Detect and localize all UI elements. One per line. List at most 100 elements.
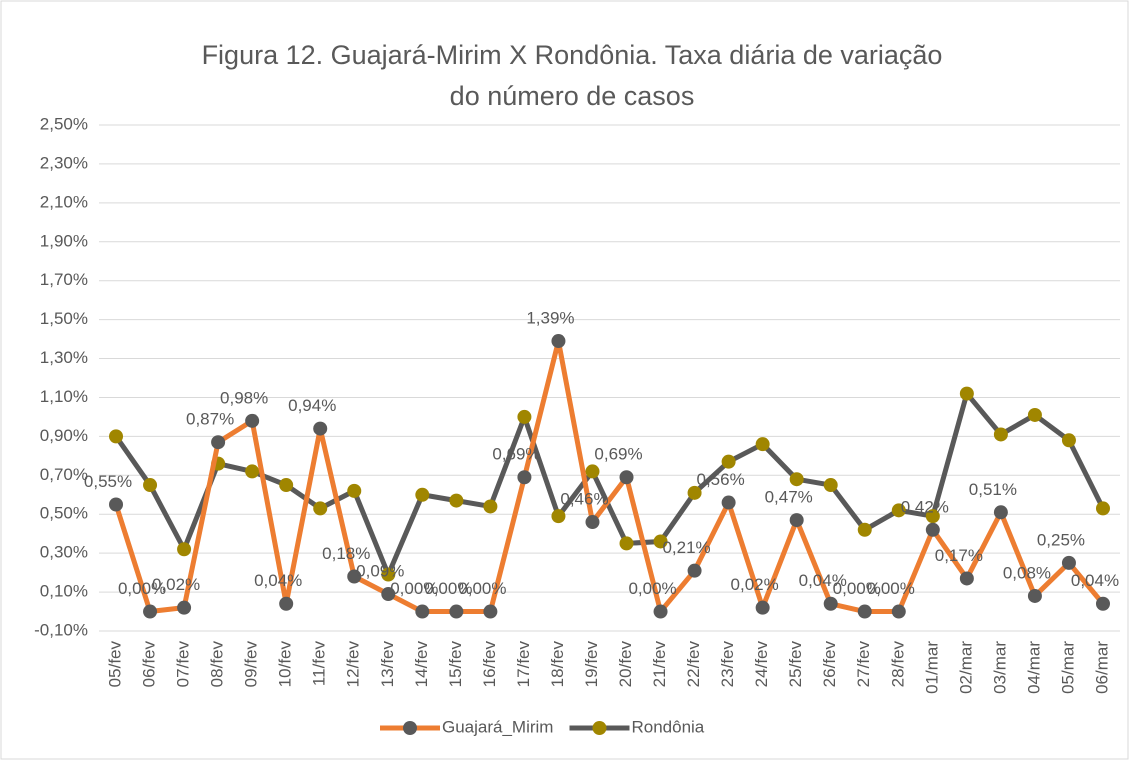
x-tick-label: 20/fev [616,641,635,688]
data-label: 0,00% [390,579,438,598]
data-label: 0,09% [356,562,404,581]
marker [381,587,396,602]
marker [687,563,702,578]
data-label: 0,02% [731,575,779,594]
marker [177,600,192,615]
y-tick-label: 1,90% [40,231,88,250]
x-tick-label: 09/fev [242,641,261,688]
marker [483,499,498,514]
marker [857,522,872,537]
x-tick-label: 19/fev [582,641,601,688]
data-label: 0,04% [254,571,302,590]
data-label: 0,51% [969,480,1017,499]
marker [313,501,328,516]
x-tick-label: 11/fev [310,641,329,687]
y-tick-label: 2,30% [40,153,88,172]
marker [1027,407,1042,422]
y-tick-label: 1,10% [40,387,88,406]
x-tick-label: 01/mar [922,641,941,694]
data-label: 0,18% [322,544,370,563]
marker [517,470,532,485]
x-tick-label: 25/fev [786,641,805,688]
data-label: 0,21% [662,538,710,557]
marker [891,503,906,518]
data-label: 0,00% [833,579,881,598]
marker [925,509,940,524]
series-line [113,338,1105,615]
chart-title: do número de casos [450,81,695,111]
marker [279,478,294,493]
data-label: 0,98% [220,388,268,407]
data-label: 0,17% [935,546,983,565]
x-tick-label: 23/fev [718,641,737,688]
marker [721,495,736,510]
x-tick-label: 05/fev [106,641,125,688]
marker [449,604,464,619]
legend-marker [592,721,607,735]
marker [551,509,566,524]
y-tick-label: 1,50% [40,309,88,328]
y-tick-label: 0,30% [40,543,88,562]
marker [245,464,260,479]
y-tick-label: -0,10% [34,620,88,639]
data-label: 0,00% [628,579,676,598]
data-label: 0,00% [118,579,166,598]
x-tick-label: 05/mar [1058,641,1077,694]
data-label: 0,56% [697,470,745,489]
marker [245,413,260,428]
x-tick-label: 08/fev [208,641,227,688]
x-tick-label: 26/fev [820,641,839,688]
marker [279,596,294,611]
x-tick-label: 14/fev [412,641,431,688]
y-tick-label: 1,30% [40,348,88,367]
data-label: 0,55% [84,472,132,491]
x-tick-label: 06/mar [1092,641,1111,694]
y-tick-label: 0,90% [40,426,88,445]
y-tick-label: 2,50% [40,114,88,133]
marker [1095,596,1110,611]
data-label: 0,69% [492,445,540,464]
x-tick-label: 15/fev [446,641,465,688]
x-tick-label: 13/fev [378,641,397,688]
marker [415,487,430,502]
x-tick-label: 28/fev [888,641,907,688]
y-tick-label: 1,70% [40,270,88,289]
marker [619,470,634,485]
marker [211,435,226,450]
data-label: 0,94% [288,396,336,415]
data-label: 0,87% [186,410,234,429]
y-tick-label: 0,10% [40,582,88,601]
x-tick-label: 24/fev [752,641,771,688]
marker [109,429,124,444]
chart-title: Figura 12. Guajará-Mirim X Rondônia. Tax… [202,40,943,70]
x-tick-label: 21/fev [650,641,669,688]
marker [959,386,974,401]
marker [891,604,906,619]
marker [993,505,1008,520]
marker [789,472,804,487]
data-label: 0,25% [1037,530,1085,549]
marker [585,515,600,530]
x-tick-label: 10/fev [276,641,295,688]
data-label: 0,00% [867,579,915,598]
x-tick-label: 18/fev [548,641,567,688]
marker [449,493,464,508]
marker [415,604,430,619]
x-tick-label: 02/mar [956,641,975,694]
marker [653,604,668,619]
marker [993,427,1008,442]
data-label: 0,00% [458,579,506,598]
marker [619,536,634,551]
y-tick-label: 0,50% [40,504,88,523]
legend-label: Guajará_Mirim [442,717,553,736]
marker [755,600,770,615]
legend-label: Rondônia [631,717,704,736]
marker [1061,433,1076,448]
legend-marker [403,721,417,735]
marker [517,409,532,424]
marker [1095,501,1110,516]
marker [789,513,804,528]
data-label: 0,69% [594,445,642,464]
data-label: 0,42% [901,497,949,516]
